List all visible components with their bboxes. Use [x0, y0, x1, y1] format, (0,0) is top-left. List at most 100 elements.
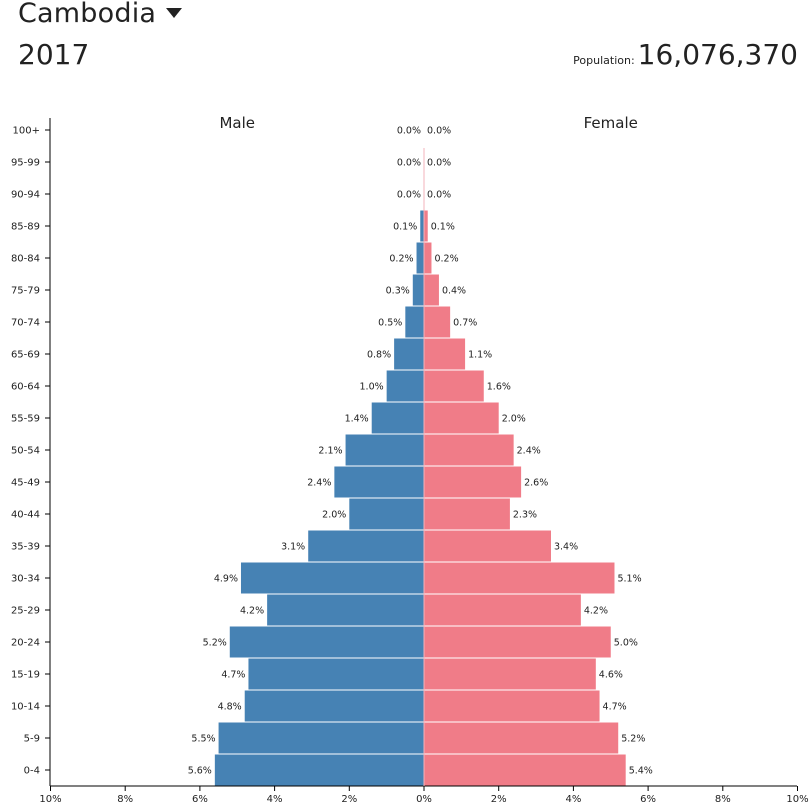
male-value-label: 2.0% — [322, 510, 346, 521]
male-bar — [371, 402, 424, 434]
female-bar — [424, 338, 466, 370]
female-value-label: 2.4% — [517, 446, 541, 457]
male-bar — [267, 594, 424, 626]
female-value-label: 0.0% — [427, 158, 451, 169]
female-value-label: 2.3% — [513, 510, 537, 521]
y-tick-label: 25-29 — [11, 606, 40, 617]
male-bar — [416, 242, 424, 274]
y-tick-label: 20-24 — [11, 638, 40, 649]
female-value-label: 3.4% — [554, 542, 578, 553]
male-value-label: 1.0% — [360, 382, 384, 393]
male-value-label: 5.5% — [191, 734, 215, 745]
male-bar — [420, 210, 424, 242]
male-value-label: 2.4% — [307, 478, 331, 489]
country-name: Cambodia — [18, 0, 157, 29]
y-tick-label: 45-49 — [11, 478, 40, 489]
y-tick-label: 30-34 — [11, 574, 40, 585]
x-tick-label: 6% — [640, 794, 656, 805]
x-tick-label: 4% — [267, 794, 283, 805]
male-value-label: 3.1% — [281, 542, 305, 553]
y-tick-label: 15-19 — [11, 670, 40, 681]
male-bar — [349, 498, 424, 530]
y-tick-label: 90-94 — [11, 190, 40, 201]
male-value-label: 0.8% — [367, 350, 391, 361]
y-tick-label: 65-69 — [11, 350, 40, 361]
female-bar — [424, 594, 581, 626]
female-bar — [424, 210, 428, 242]
male-value-label: 5.2% — [203, 638, 227, 649]
y-tick-label: 55-59 — [11, 414, 40, 425]
male-value-label: 1.4% — [345, 414, 369, 425]
female-value-label: 4.2% — [584, 606, 608, 617]
male-value-label: 0.0% — [397, 126, 421, 137]
male-series-label: Male — [219, 114, 255, 132]
female-value-label: 5.0% — [614, 638, 638, 649]
female-bar — [424, 498, 510, 530]
male-bar — [248, 658, 424, 690]
y-tick-label: 0-4 — [24, 766, 40, 777]
male-bar — [405, 306, 424, 338]
x-tick-label: 10% — [786, 794, 808, 805]
y-tick-label: 10-14 — [11, 702, 40, 713]
y-tick-label: 85-89 — [11, 222, 40, 233]
male-value-label: 4.8% — [218, 702, 242, 713]
male-value-label: 2.1% — [318, 446, 342, 457]
female-value-label: 4.7% — [603, 702, 627, 713]
female-bar — [424, 626, 611, 658]
x-tick-label: 6% — [192, 794, 208, 805]
y-tick-label: 80-84 — [11, 254, 40, 265]
male-value-label: 5.6% — [188, 766, 212, 777]
female-bar — [424, 402, 499, 434]
female-value-label: 5.2% — [621, 734, 645, 745]
male-bar — [308, 530, 424, 562]
female-value-label: 0.2% — [434, 254, 458, 265]
population-label: Population: — [573, 54, 635, 67]
female-value-label: 1.6% — [487, 382, 511, 393]
male-bar — [412, 274, 424, 306]
y-tick-label: 95-99 — [11, 158, 40, 169]
population-display: Population: 16,076,370 — [573, 38, 798, 71]
female-bar — [424, 274, 439, 306]
x-tick-label: 10% — [39, 794, 61, 805]
x-tick-label: 2% — [341, 794, 357, 805]
female-bar — [424, 466, 522, 498]
y-tick-label: 40-44 — [11, 510, 40, 521]
male-value-label: 0.1% — [393, 222, 417, 233]
female-bar — [424, 690, 600, 722]
female-value-label: 2.0% — [502, 414, 526, 425]
male-value-label: 0.3% — [386, 286, 410, 297]
male-bar — [334, 466, 424, 498]
y-tick-label: 35-39 — [11, 542, 40, 553]
female-value-label: 0.4% — [442, 286, 466, 297]
y-tick-label: 70-74 — [11, 318, 40, 329]
female-bar — [424, 722, 619, 754]
country-dropdown[interactable]: Cambodia — [18, 0, 183, 29]
female-series-label: Female — [584, 114, 638, 132]
female-value-label: 4.6% — [599, 670, 623, 681]
male-value-label: 4.7% — [221, 670, 245, 681]
male-value-label: 0.5% — [378, 318, 402, 329]
male-bar — [214, 754, 424, 786]
female-value-label: 0.0% — [427, 126, 451, 137]
y-tick-label: 60-64 — [11, 382, 40, 393]
caret-down-icon[interactable] — [166, 7, 183, 18]
male-bar — [240, 562, 424, 594]
female-bar — [424, 370, 484, 402]
male-bar — [218, 722, 424, 754]
y-tick-label: 100+ — [13, 126, 40, 137]
y-tick-label: 5-9 — [24, 734, 40, 745]
population-value: 16,076,370 — [637, 38, 798, 71]
male-bar — [386, 370, 424, 402]
female-value-label: 0.1% — [431, 222, 455, 233]
y-tick-label: 75-79 — [11, 286, 40, 297]
female-bar — [424, 434, 514, 466]
male-value-label: 4.2% — [240, 606, 264, 617]
female-bar — [424, 658, 596, 690]
x-tick-label: 0% — [416, 794, 432, 805]
x-tick-label: 8% — [715, 794, 731, 805]
female-bar — [424, 562, 615, 594]
male-value-label: 0.0% — [397, 190, 421, 201]
x-tick-label: 4% — [565, 794, 581, 805]
male-bar — [345, 434, 424, 466]
